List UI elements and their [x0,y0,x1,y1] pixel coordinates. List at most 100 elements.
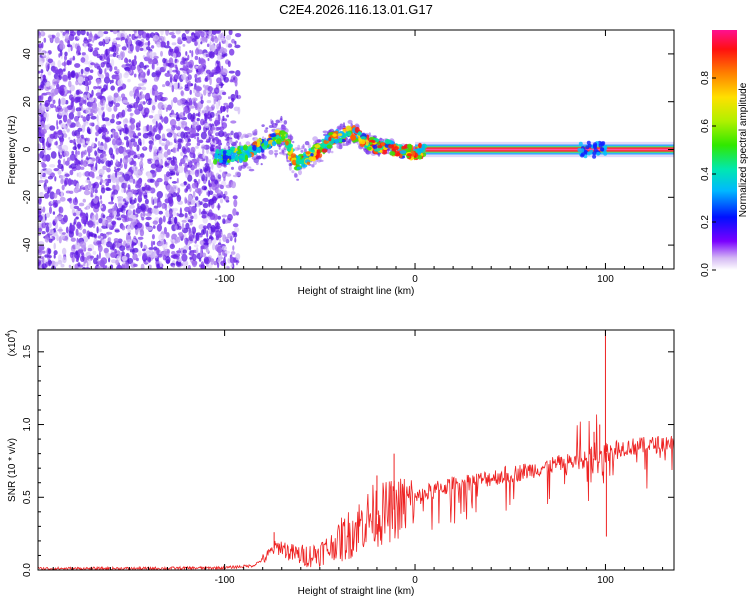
noise-blob [80,153,84,159]
noise-blob [187,112,192,120]
scatter-blob [298,169,302,176]
noise-blob [80,30,86,36]
track-blob [229,146,235,153]
noise-blob [100,233,104,237]
noise-blob [85,107,90,114]
track-blob [248,145,253,150]
noise-blob [151,104,156,111]
noise-blob [38,233,42,236]
noise-blob [194,91,202,98]
noise-blob [159,41,166,48]
noise-blob [129,118,136,124]
noise-blob [140,156,143,162]
noise-blob [177,259,183,263]
noise-blob [99,205,104,209]
noise-blob [193,89,196,94]
noise-blob [154,95,158,103]
scatter-blob [210,144,214,150]
noise-blob [168,62,175,68]
scatter-blob [278,151,285,155]
noise-blob [177,82,180,89]
noise-blob [114,66,118,71]
noise-blob [148,247,154,251]
noise-blob [168,165,175,170]
blip [578,141,583,146]
noise-blob [230,93,236,101]
noise-blob [81,124,86,133]
noise-blob [188,138,191,143]
noise-blob [138,197,142,203]
noise-blob [132,34,136,40]
noise-blob [184,188,188,193]
noise-blob [184,212,188,218]
noise-blob [99,195,102,200]
scatter-blob [204,155,208,161]
noise-blob [129,112,134,116]
noise-blob [104,36,110,44]
noise-blob [93,107,98,114]
noise-blob [86,114,90,122]
noise-blob [187,38,192,43]
track-blob [222,156,228,163]
noise-blob [221,48,228,54]
noise-blob [178,213,185,218]
x-tick-label: 100 [597,575,614,586]
noise-blob [115,159,118,165]
track-blob [377,145,383,149]
noise-blob [86,137,90,142]
noise-blob [114,248,117,254]
noise-blob [47,34,53,38]
noise-blob [41,231,46,235]
noise-blob [82,263,86,267]
noise-blob [95,78,102,85]
scatter-blob [347,119,353,124]
scatter-blob [286,156,289,162]
scatter-blob [230,130,234,136]
noise-blob [45,212,51,218]
noise-blob [139,229,145,237]
noise-blob [87,181,92,190]
noise-blob [39,60,44,67]
noise-blob [90,200,95,209]
noise-blob [215,101,220,110]
noise-blob [91,89,94,97]
noise-blob [131,214,137,220]
scatter-blob [326,147,332,154]
noise-blob [61,184,65,191]
noise-blob [94,47,100,51]
noise-blob [163,97,168,101]
scatter-blob [307,143,311,149]
noise-blob [81,52,86,56]
noise-blob [64,173,70,177]
noise-blob [215,112,219,117]
noise-blob [109,79,112,85]
noise-blob [183,110,186,116]
noise-blob [197,65,204,73]
noise-blob [206,100,212,104]
noise-blob [188,64,193,69]
noise-blob [60,190,64,198]
noise-blob [191,182,198,189]
noise-blob [98,73,104,79]
track-blob [328,136,332,142]
noise-blob [91,183,97,187]
noise-blob [211,126,216,131]
noise-blob [58,98,61,107]
scatter-blob [268,149,274,155]
noise-blob [45,222,50,226]
track-blob [388,144,393,149]
noise-blob [191,205,197,214]
snr-axes: -100 0 100 0.0 0.5 1.0 1.5 [22,330,674,586]
snr-panel: -100 0 100 0.0 0.5 1.0 1.5 Height of straight … [5,329,675,597]
track-blob [291,159,297,166]
chart-title: C2E4.2026.116.13.01.G17 [279,2,433,17]
noise-blob [123,136,129,141]
noise-blob [192,190,196,199]
noise-blob [194,164,197,169]
noise-blob [203,242,209,246]
noise-blob [62,256,67,264]
noise-blob [139,61,145,69]
noise-blob [197,111,201,118]
noise-blob [113,131,119,139]
noise-blob [158,217,163,225]
